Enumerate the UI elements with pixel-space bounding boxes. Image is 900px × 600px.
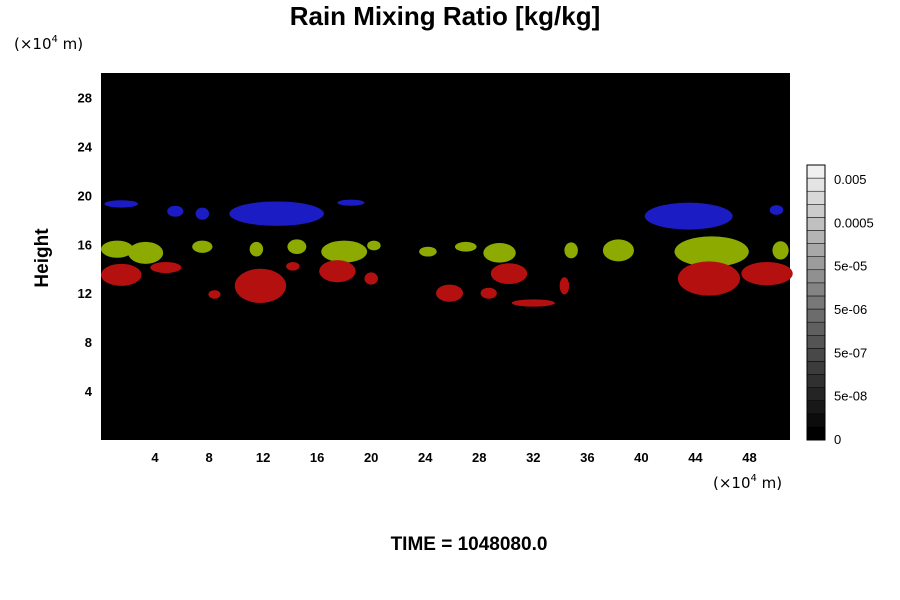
rain-blob bbox=[677, 261, 741, 296]
rain-blob bbox=[367, 240, 381, 251]
rain-field bbox=[101, 199, 793, 307]
y-tick-label: 8 bbox=[85, 335, 92, 350]
colorbar-labels: 0.005 0.0005 5e-05 5e-06 5e-07 5e-08 0 bbox=[834, 172, 874, 447]
rain-blob bbox=[674, 236, 749, 267]
y-tick-label: 12 bbox=[78, 286, 92, 301]
x-axis-unit: (×104 m) bbox=[713, 473, 782, 492]
rain-blob bbox=[249, 241, 264, 257]
y-axis-unit: (×104 m) bbox=[14, 34, 83, 53]
rain-blob bbox=[192, 240, 213, 253]
colorbar-level bbox=[806, 177, 826, 192]
colorbar-level bbox=[806, 256, 826, 271]
rain-blob bbox=[150, 262, 182, 274]
rain-blob bbox=[286, 262, 300, 271]
rain-blob bbox=[644, 202, 733, 230]
colorbar-level bbox=[806, 348, 826, 362]
x-tick-label: 20 bbox=[364, 450, 378, 465]
colorbar-level bbox=[806, 217, 826, 231]
rain-blob bbox=[128, 241, 164, 264]
rain-blob bbox=[287, 239, 307, 255]
x-tick-label: 28 bbox=[472, 450, 486, 465]
colorbar-tick-label: 0.0005 bbox=[834, 215, 874, 230]
x-tick-label: 24 bbox=[418, 450, 433, 465]
plot-area bbox=[101, 73, 793, 440]
y-tick-label: 24 bbox=[78, 139, 93, 154]
rain-blob bbox=[741, 262, 793, 286]
x-tick-label: 36 bbox=[580, 450, 594, 465]
colorbar-level bbox=[806, 426, 826, 441]
colorbar-level bbox=[806, 164, 826, 179]
colorbar-level bbox=[806, 387, 826, 401]
y-tick-label: 4 bbox=[85, 384, 93, 399]
y-tick-label: 28 bbox=[78, 90, 92, 105]
rain-blob bbox=[319, 260, 356, 283]
rain-blob bbox=[167, 205, 184, 217]
colorbar-level bbox=[806, 413, 826, 428]
y-tick-label: 20 bbox=[78, 188, 92, 203]
x-axis-ticks: 4 8 12 16 20 24 28 32 36 40 44 48 bbox=[151, 450, 756, 465]
rain-blob bbox=[229, 201, 324, 226]
rain-blob bbox=[208, 290, 221, 299]
colorbar-level bbox=[806, 374, 826, 388]
colorbar-level bbox=[806, 269, 826, 284]
y-tick-label: 16 bbox=[78, 237, 92, 252]
rain-blob bbox=[564, 242, 578, 259]
x-tick-label: 4 bbox=[151, 450, 159, 465]
rain-blob bbox=[483, 243, 516, 263]
colorbar-tick-label: 5e-08 bbox=[834, 389, 867, 404]
colorbar-tick-label: 0.005 bbox=[834, 172, 867, 187]
colorbar-level bbox=[806, 361, 826, 375]
colorbar-level bbox=[806, 308, 826, 323]
colorbar-outline bbox=[806, 164, 826, 441]
x-tick-label: 16 bbox=[310, 450, 324, 465]
rain-blob bbox=[101, 263, 142, 286]
colorbar-level bbox=[806, 295, 826, 310]
colorbar-tick-label: 5e-06 bbox=[834, 302, 867, 317]
x-tick-label: 40 bbox=[634, 450, 648, 465]
rain-blob bbox=[234, 268, 287, 303]
rain-blob bbox=[559, 277, 570, 295]
chart-title: Rain Mixing Ratio [kg/kg] bbox=[290, 1, 601, 31]
plot-background bbox=[101, 73, 790, 440]
colorbar-level bbox=[806, 190, 826, 205]
colorbar-tick-label: 5e-05 bbox=[834, 259, 867, 274]
rain-blob bbox=[602, 239, 634, 262]
rain-blob bbox=[454, 241, 477, 252]
rain-blob bbox=[772, 241, 789, 260]
y-axis-ticks: 4 8 12 16 20 24 28 bbox=[78, 90, 93, 399]
rain-blob bbox=[511, 299, 555, 307]
colorbar-level bbox=[806, 243, 826, 257]
rain-blob bbox=[436, 284, 464, 302]
colorbar-level bbox=[806, 334, 826, 349]
x-tick-label: 8 bbox=[205, 450, 212, 465]
rain-blob bbox=[769, 205, 784, 215]
rain-blob bbox=[337, 199, 365, 206]
colorbar-tick-label: 0 bbox=[834, 432, 841, 447]
rain-blob bbox=[104, 200, 139, 208]
y-axis-label: Height bbox=[32, 228, 53, 288]
colorbar-level bbox=[806, 321, 826, 336]
x-tick-label: 48 bbox=[742, 450, 756, 465]
time-label: TIME = 1048080.0 bbox=[391, 534, 548, 555]
rain-blob bbox=[195, 207, 210, 220]
rain-blob bbox=[321, 240, 368, 263]
rain-blob bbox=[364, 272, 378, 285]
colorbar-level bbox=[806, 204, 826, 218]
colorbar-level bbox=[806, 282, 826, 297]
colorbar bbox=[806, 164, 826, 441]
x-tick-label: 44 bbox=[688, 450, 703, 465]
rain-blob bbox=[419, 246, 437, 257]
rain-blob bbox=[480, 287, 497, 299]
rain-blob bbox=[101, 240, 134, 258]
rain-blob bbox=[490, 263, 528, 285]
colorbar-level bbox=[806, 400, 826, 415]
x-tick-label: 12 bbox=[256, 450, 270, 465]
x-tick-label: 32 bbox=[526, 450, 540, 465]
colorbar-level bbox=[806, 230, 826, 244]
colorbar-tick-label: 5e-07 bbox=[834, 345, 867, 360]
